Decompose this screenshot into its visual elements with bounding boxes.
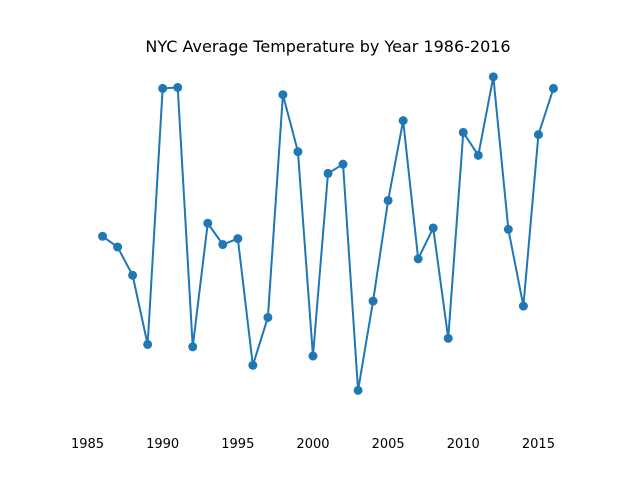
data-point-2014 — [518, 301, 528, 311]
data-point-2003 — [353, 385, 363, 395]
series-line-0 — [101, 75, 555, 392]
data-point-2008 — [428, 223, 438, 233]
x-tick-label-2000: 2000 — [296, 437, 329, 452]
data-point-2005 — [383, 195, 393, 205]
data-point-1988 — [128, 270, 138, 280]
data-point-2012 — [488, 72, 498, 82]
data-point-1994 — [218, 240, 228, 250]
data-point-2009 — [443, 333, 453, 343]
x-tick-label-2010: 2010 — [447, 437, 480, 452]
data-point-1989 — [143, 339, 153, 349]
data-point-1993 — [203, 218, 213, 228]
data-point-2001 — [323, 168, 333, 178]
data-point-2000 — [308, 351, 318, 361]
x-tick-label-1995: 1995 — [221, 437, 254, 452]
data-point-1997 — [263, 312, 273, 322]
x-tick-label-2015: 2015 — [522, 437, 555, 452]
data-point-1998 — [278, 90, 288, 100]
data-point-2011 — [473, 150, 483, 160]
data-point-2016 — [548, 83, 558, 93]
series-layer — [98, 72, 558, 395]
data-point-2006 — [398, 116, 408, 126]
x-tick-label-1990: 1990 — [146, 437, 179, 452]
x-tick-labels: 1985 1990 1995 2000 2005 2010 2015 — [71, 437, 555, 452]
data-point-1999 — [293, 147, 303, 157]
data-point-2015 — [533, 130, 543, 140]
x-tick-label-2005: 2005 — [372, 437, 405, 452]
x-tick-label-1985: 1985 — [71, 437, 104, 452]
data-point-1995 — [233, 234, 243, 244]
data-point-1996 — [248, 360, 258, 370]
data-point-1992 — [188, 342, 198, 352]
data-point-2007 — [413, 254, 423, 264]
data-point-1987 — [113, 242, 123, 252]
chart-title: NYC Average Temperature by Year 1986-201… — [145, 37, 510, 56]
data-point-1990 — [158, 83, 168, 93]
data-point-2013 — [503, 224, 513, 234]
data-point-2002 — [338, 159, 348, 169]
data-point-2010 — [458, 127, 468, 137]
data-point-1991 — [173, 82, 183, 92]
data-point-1986 — [98, 231, 108, 241]
data-point-2004 — [368, 296, 378, 306]
